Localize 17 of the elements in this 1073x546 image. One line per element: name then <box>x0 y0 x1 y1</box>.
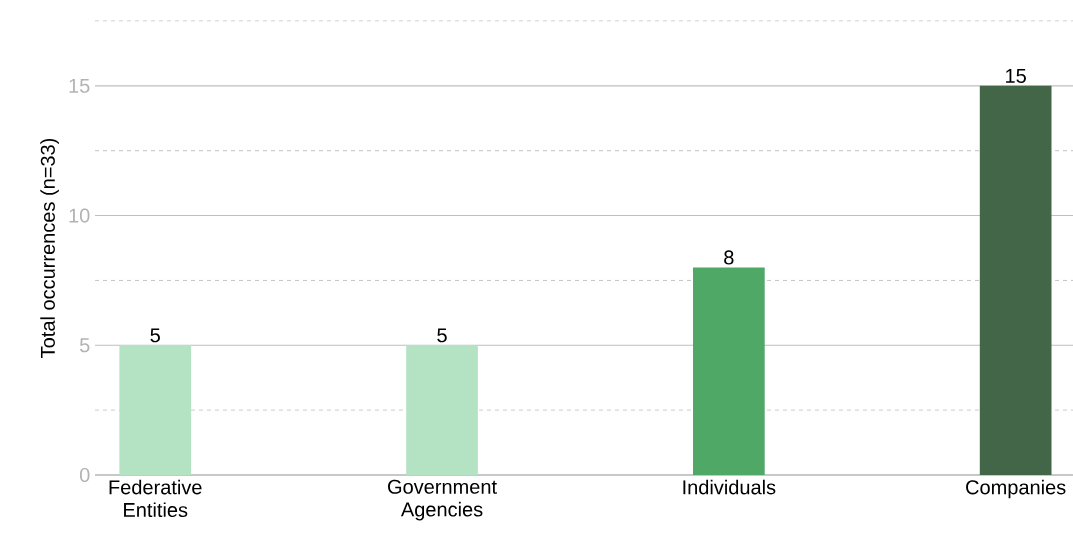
bar <box>979 85 1052 475</box>
bar <box>406 345 478 475</box>
data-label: 15 <box>1006 68 1026 83</box>
data-label: 8 <box>724 250 734 265</box>
bar <box>693 267 765 475</box>
data-label: 5 <box>437 328 447 343</box>
y-tick-label: 15 <box>69 78 90 93</box>
y-tick-label: 5 <box>79 338 90 353</box>
data-label: 5 <box>150 328 160 343</box>
bar <box>119 345 192 475</box>
y-tick-label: 0 <box>79 467 90 483</box>
x-tick-label: Federative Entities <box>109 479 202 518</box>
x-tick-label: Companies <box>966 479 1066 499</box>
x-tick-label: Individuals <box>683 479 776 495</box>
x-tick-label: Government Agencies <box>388 479 497 521</box>
y-tick-label: 10 <box>69 208 90 223</box>
y-axis-title: Total occurrences (n=33) <box>40 138 59 358</box>
